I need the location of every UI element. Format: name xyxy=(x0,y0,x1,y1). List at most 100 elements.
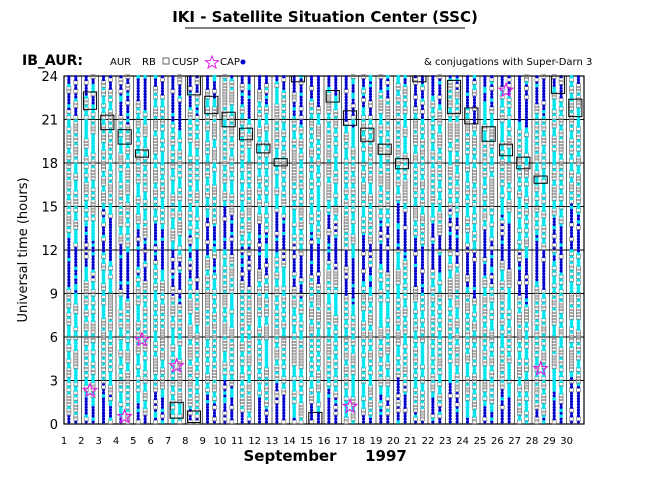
aur-point xyxy=(292,402,297,407)
aur-point xyxy=(153,350,158,355)
aur-point xyxy=(170,353,175,358)
cap-point xyxy=(344,281,348,285)
cap-point xyxy=(178,86,182,90)
aur-point xyxy=(247,216,252,221)
rb-point xyxy=(160,283,165,288)
aur-point xyxy=(351,182,356,187)
aur-point xyxy=(257,332,262,337)
aur-point xyxy=(91,179,96,184)
aur-point xyxy=(143,153,148,158)
aur-point xyxy=(118,205,123,210)
aur-point xyxy=(264,396,269,401)
rb-point xyxy=(108,112,113,117)
aur-point xyxy=(101,173,106,178)
aur-point xyxy=(195,158,200,163)
aur-point xyxy=(84,382,89,387)
cap-point xyxy=(368,98,373,102)
cap-point xyxy=(257,420,262,424)
rb-point xyxy=(118,323,124,329)
cap-point xyxy=(84,240,88,244)
cap-point xyxy=(101,408,106,412)
aur-point xyxy=(361,376,366,381)
cap-point xyxy=(223,243,227,247)
aur-point xyxy=(188,106,193,111)
cap-point xyxy=(316,260,321,264)
cap-point xyxy=(195,252,199,256)
aur-point xyxy=(274,358,279,363)
aur-point xyxy=(118,228,123,233)
aur-point xyxy=(91,416,96,421)
aur-point xyxy=(153,92,158,97)
aur-point xyxy=(344,193,349,198)
rb-point xyxy=(142,178,148,184)
aur-point xyxy=(385,341,390,346)
rb-point xyxy=(108,294,113,300)
cap-point xyxy=(108,252,113,256)
cap-point xyxy=(160,254,165,259)
cap-point xyxy=(247,272,251,276)
aur-point xyxy=(136,390,141,395)
cap-point xyxy=(282,86,286,90)
aur-point xyxy=(118,298,123,303)
cap-point xyxy=(396,385,400,389)
rb-point xyxy=(177,80,183,85)
cap-point xyxy=(334,80,338,85)
cap-point xyxy=(344,289,348,293)
aur-point xyxy=(188,248,193,253)
cap-point xyxy=(143,107,147,111)
aur-point xyxy=(143,353,148,358)
aur-point xyxy=(108,100,113,105)
cap-point xyxy=(361,420,366,424)
cap-point xyxy=(153,78,158,82)
cap-point xyxy=(171,266,175,270)
aur-point xyxy=(413,144,418,149)
cap-point xyxy=(344,107,348,111)
aur-point xyxy=(118,231,123,236)
aur-point xyxy=(188,373,193,378)
aur-point xyxy=(378,170,383,175)
aur-point xyxy=(101,170,106,175)
aur-point xyxy=(170,242,175,247)
cap-point xyxy=(84,411,88,415)
cap-point xyxy=(74,86,78,90)
aur-point xyxy=(368,170,373,175)
aur-point xyxy=(229,338,234,343)
aur-point xyxy=(170,350,175,355)
cap-point xyxy=(67,254,71,259)
rb-point xyxy=(187,399,193,404)
aur-point xyxy=(177,332,182,337)
aur-point xyxy=(326,321,331,326)
cap-point xyxy=(257,257,262,262)
rb-point xyxy=(177,161,183,167)
aur-point xyxy=(91,318,96,323)
cap-point xyxy=(67,283,71,288)
aur-point xyxy=(188,277,193,282)
rb-point xyxy=(108,390,113,396)
cap-point xyxy=(223,228,227,233)
cap-point xyxy=(275,408,279,412)
aur-point xyxy=(316,306,321,311)
aur-point xyxy=(66,385,71,390)
aur-point xyxy=(108,263,113,268)
aur-point xyxy=(292,364,297,369)
aur-point xyxy=(84,315,89,320)
cap-point xyxy=(160,399,165,404)
aur-point xyxy=(153,289,158,294)
aur-point xyxy=(195,219,200,224)
cap-point xyxy=(195,275,199,279)
aur-point xyxy=(143,167,148,172)
cap-point xyxy=(299,98,303,102)
aur-point xyxy=(177,234,182,239)
aur-point xyxy=(240,199,245,204)
aur-point xyxy=(91,237,96,242)
aur-point xyxy=(264,112,269,117)
aur-point xyxy=(91,103,96,108)
aur-point xyxy=(101,269,106,274)
aur-point xyxy=(344,176,349,181)
cap-point xyxy=(143,78,147,82)
cap-point xyxy=(143,243,147,247)
aur-point xyxy=(378,135,383,140)
rb-point xyxy=(160,332,165,338)
rb-point xyxy=(73,352,79,358)
aur-point xyxy=(274,295,279,300)
